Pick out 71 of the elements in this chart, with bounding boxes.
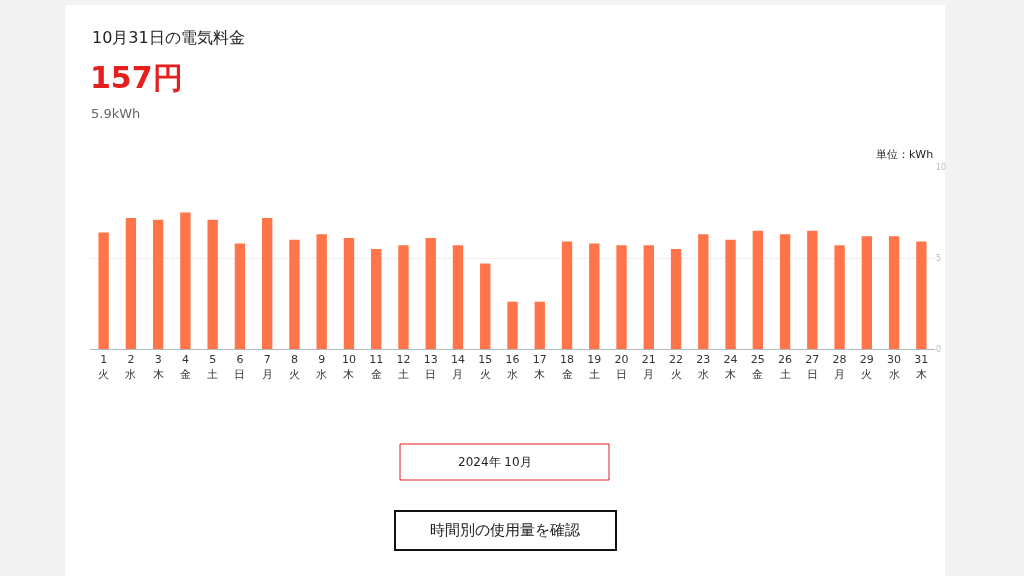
x-tick-label: 8 火 (288, 353, 300, 381)
x-tick-label: 12 土 (396, 353, 411, 381)
x-tick-label: 18 金 (560, 353, 575, 381)
x-tick-label: 14 月 (450, 353, 465, 381)
x-tick-label: 19 土 (587, 353, 602, 381)
x-tick-label: 24 木 (723, 353, 738, 381)
x-tick-label: 27 日 (805, 353, 820, 381)
x-tick-label: 26 土 (778, 353, 793, 381)
bar (398, 245, 409, 349)
x-tick-label: 29 火 (859, 353, 874, 381)
bar (888, 236, 900, 349)
bar (180, 212, 191, 349)
x-tick-label: 11 金 (369, 353, 384, 381)
x-tick-label: 15 火 (478, 353, 493, 381)
x-tick-label: 16 水 (505, 353, 520, 381)
bar (507, 301, 518, 349)
x-tick-label: 13 日 (423, 353, 438, 381)
x-tick-label: 4 金 (179, 353, 191, 381)
bar (234, 243, 246, 349)
bar (643, 245, 654, 349)
bar (98, 232, 109, 349)
x-tick-label: 31 木 (914, 353, 929, 381)
bar (152, 219, 164, 349)
x-tick-label: 5 土 (207, 353, 219, 381)
x-tick-label: 7 月 (261, 353, 273, 381)
x-tick-label: 3 木 (152, 353, 164, 381)
x-tick-label: 20 日 (614, 353, 629, 381)
bar (452, 245, 464, 349)
bar (289, 239, 300, 349)
x-tick-label: 2 水 (125, 353, 137, 381)
bar (262, 217, 273, 349)
x-tick-label: 1 火 (98, 353, 110, 381)
bar (343, 237, 355, 349)
y-tick-label: 0 (936, 344, 942, 354)
y-tick-label: 10 (936, 162, 947, 172)
bar (480, 263, 491, 349)
x-tick-label: 10 木 (341, 353, 356, 381)
bar (698, 234, 709, 349)
chart-subtitle: 157円 (90, 60, 183, 95)
bar (807, 230, 818, 349)
x-tick-label: 22 火 (669, 353, 684, 381)
x-tick-label: 9 水 (316, 353, 328, 381)
bar (916, 241, 927, 349)
x-tick-label: 25 金 (750, 353, 765, 381)
bar (561, 241, 573, 349)
x-tick-label: 21 月 (641, 353, 656, 381)
y-tick-label: 5 (936, 253, 942, 263)
x-tick-label: 17 木 (532, 353, 547, 381)
bar (316, 234, 327, 349)
text: 時間別の使用量を確認 (430, 521, 580, 539)
x-tick-label: 30 水 (887, 353, 902, 381)
bar (752, 230, 763, 349)
bar (589, 243, 600, 349)
bar (725, 239, 736, 349)
bar (861, 236, 873, 349)
bar (834, 245, 845, 349)
bar (125, 217, 137, 349)
bar (670, 248, 682, 349)
x-tick-label: 23 水 (696, 353, 711, 381)
bar (616, 245, 627, 349)
bar (779, 234, 791, 349)
bar (371, 248, 382, 349)
text: 2024年 10月 (458, 455, 532, 469)
x-tick-label: 28 月 (832, 353, 847, 381)
bar (207, 219, 218, 349)
y-axis-title: 単位：kWh (876, 148, 934, 161)
text: 5.9kWh (91, 106, 141, 121)
x-tick-label: 6 日 (234, 353, 246, 381)
bar (534, 301, 545, 349)
chart-title: 10月31日の電気料金 (92, 28, 245, 47)
bar (425, 237, 436, 349)
